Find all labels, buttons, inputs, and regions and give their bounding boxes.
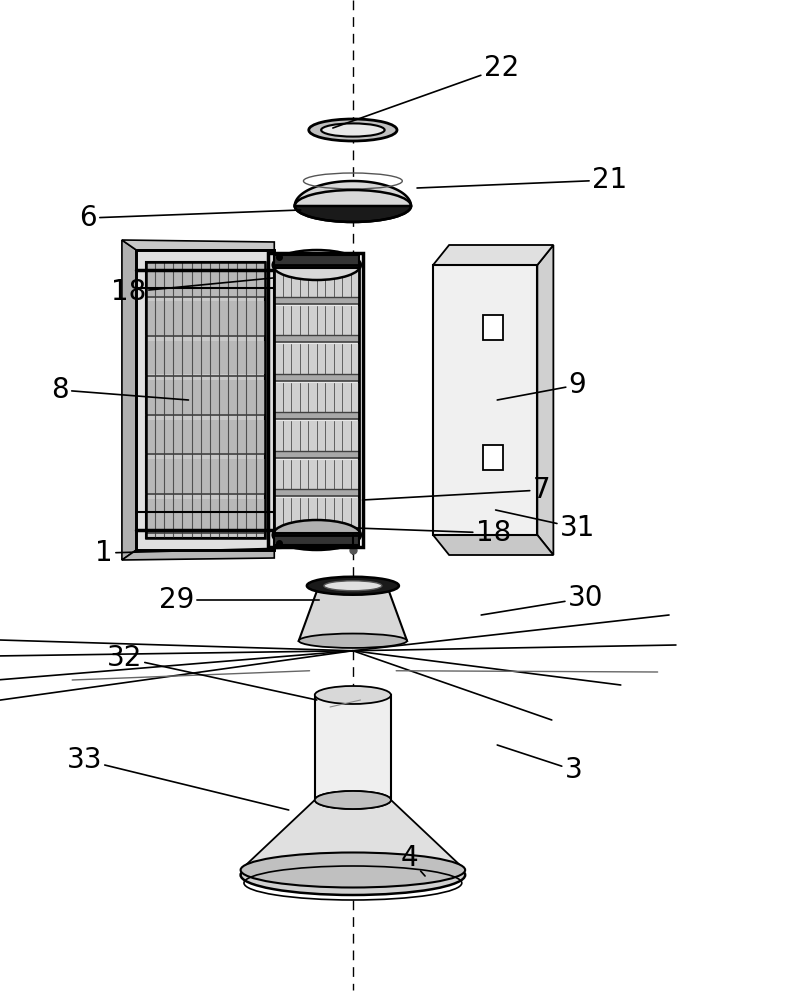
Ellipse shape [273,520,361,550]
Ellipse shape [241,852,465,888]
Ellipse shape [314,791,391,809]
Text: 6: 6 [79,204,301,232]
Polygon shape [274,412,359,419]
Ellipse shape [314,686,391,704]
Text: 22: 22 [333,54,519,128]
Polygon shape [433,535,553,555]
Ellipse shape [309,119,397,141]
Text: 8: 8 [51,376,188,404]
Polygon shape [274,528,359,535]
Text: 33: 33 [67,746,289,810]
Polygon shape [274,297,359,304]
Polygon shape [274,335,359,342]
Text: 3: 3 [497,745,582,784]
Polygon shape [146,341,265,374]
Ellipse shape [241,855,465,895]
Polygon shape [433,265,537,535]
Text: 4: 4 [400,844,425,876]
Polygon shape [274,383,359,412]
Polygon shape [122,550,274,560]
Polygon shape [122,240,136,560]
Ellipse shape [324,581,382,591]
Ellipse shape [298,634,407,648]
Polygon shape [274,451,359,458]
Polygon shape [274,267,359,297]
Polygon shape [298,586,407,641]
Polygon shape [274,344,359,374]
Text: 7: 7 [363,476,550,504]
Ellipse shape [321,123,385,137]
Polygon shape [146,380,265,414]
Bar [483,315,504,340]
Ellipse shape [295,190,411,222]
Polygon shape [433,245,553,265]
Polygon shape [274,265,359,535]
Polygon shape [274,421,359,451]
Polygon shape [122,240,274,250]
Polygon shape [146,499,265,532]
Polygon shape [295,181,411,206]
Text: 1: 1 [95,539,289,567]
Polygon shape [274,489,359,496]
Polygon shape [274,498,359,528]
Polygon shape [274,374,359,381]
Bar [483,445,504,470]
Text: 31: 31 [496,510,595,542]
Polygon shape [537,245,553,555]
Ellipse shape [307,577,399,595]
Text: 32: 32 [107,644,317,700]
Ellipse shape [314,791,391,809]
Ellipse shape [273,250,361,280]
Polygon shape [314,695,391,800]
Text: 9: 9 [497,371,586,400]
Polygon shape [274,460,359,489]
Polygon shape [241,800,465,870]
Polygon shape [146,262,265,538]
Text: 21: 21 [417,166,627,194]
Polygon shape [146,301,265,335]
Polygon shape [274,533,359,545]
Text: 18: 18 [111,278,273,306]
Polygon shape [146,459,265,493]
Polygon shape [146,262,265,296]
Polygon shape [274,255,359,268]
Text: 29: 29 [159,586,319,614]
Text: 30: 30 [481,584,603,615]
Text: 18: 18 [355,519,511,547]
Polygon shape [136,250,274,550]
Polygon shape [274,306,359,335]
Polygon shape [146,420,265,453]
